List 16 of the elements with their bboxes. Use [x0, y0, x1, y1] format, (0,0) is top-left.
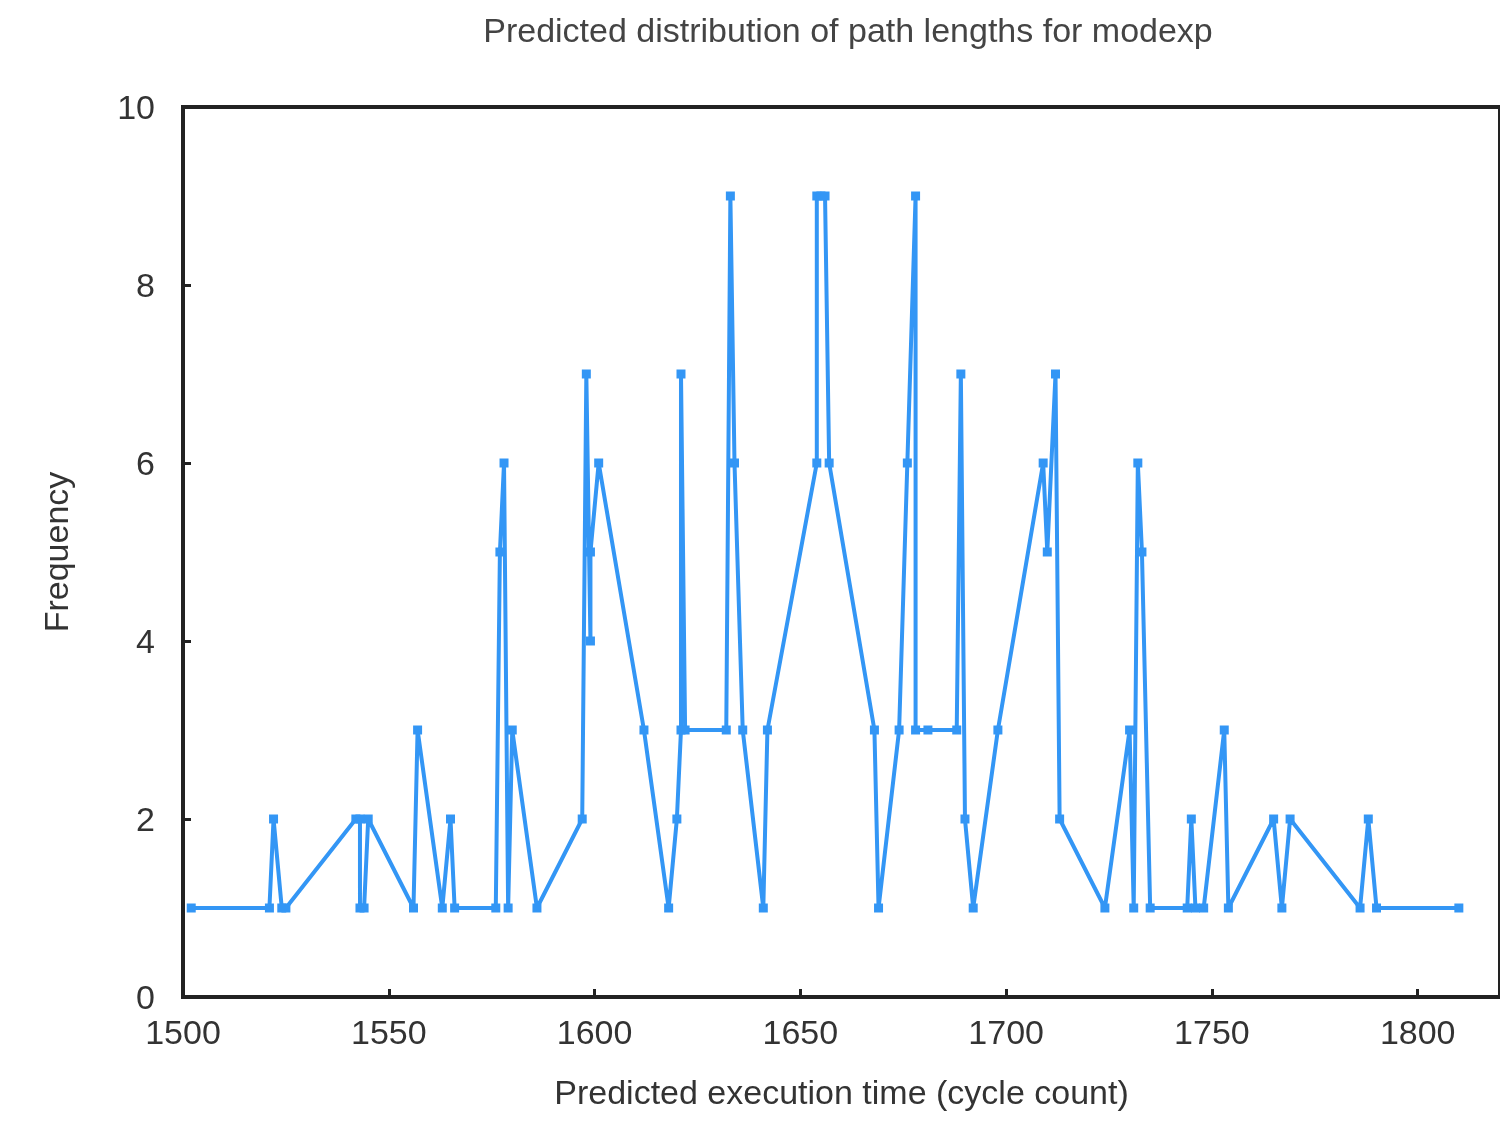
y-tick-label: 2 [136, 800, 155, 838]
x-tick-label: 1800 [1379, 1013, 1456, 1051]
x-tick-label: 1600 [556, 1013, 633, 1051]
x-tick-label: 1750 [1174, 1013, 1250, 1051]
y-tick-label: 10 [117, 88, 155, 126]
x-tick-label: 1700 [968, 1013, 1044, 1051]
x-tick-label: 1650 [762, 1013, 839, 1051]
chart-title: Predicted distribution of path lengths for modexp [483, 11, 1213, 49]
y-tick-label: 6 [136, 444, 155, 482]
y-axis-title: Frequency [37, 471, 75, 633]
x-tick-label: 1500 [145, 1013, 221, 1051]
y-tick-label: 4 [136, 622, 155, 660]
y-tick-label: 0 [136, 978, 155, 1016]
y-tick-label: 8 [136, 266, 155, 304]
x-axis-title: Predicted execution time (cycle count) [554, 1073, 1129, 1111]
x-tick-label: 1550 [350, 1013, 427, 1051]
